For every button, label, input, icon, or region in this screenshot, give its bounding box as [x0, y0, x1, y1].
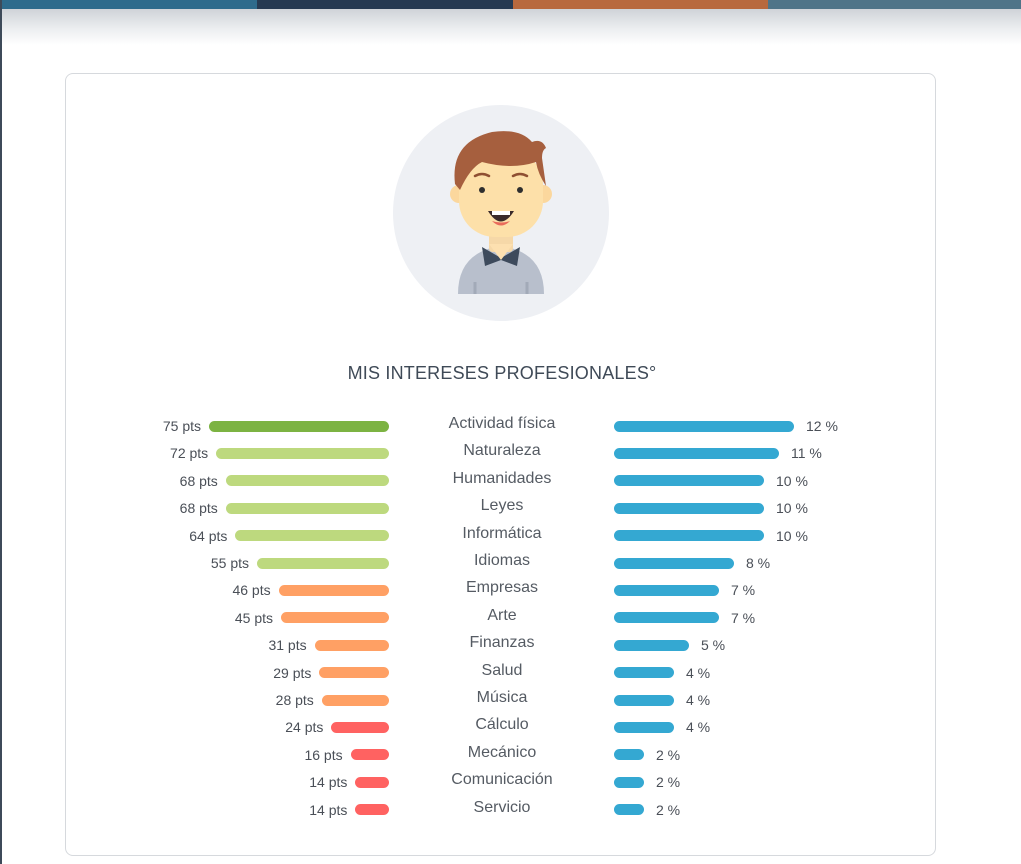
percent-bar [614, 447, 779, 459]
category-label: Leyes [480, 497, 524, 515]
percent-label: 10 % [776, 500, 808, 517]
percent-label: 7 % [731, 609, 756, 626]
percent-label: 8 % [746, 555, 771, 571]
pts-bar [350, 749, 389, 761]
percent-bar [614, 530, 764, 542]
pts-bar [355, 776, 389, 788]
percent-bar [614, 749, 644, 761]
percent-bar [614, 804, 644, 816]
percent-label: 4 % [686, 692, 711, 708]
percent-bar [614, 584, 719, 596]
percent-bar [614, 776, 644, 788]
category-label: Finanzas [469, 634, 535, 652]
percent-label: 12 % [806, 418, 838, 434]
category-label: Informática [462, 524, 542, 542]
stripe-segment-4 [767, 0, 1021, 9]
percent-bar [614, 639, 689, 651]
pts-label: 28 pts [275, 692, 314, 708]
category-label: Salud [481, 661, 523, 679]
category-label: Empresas [465, 579, 539, 597]
pts-label: 72 pts [170, 445, 209, 462]
percent-label: 2 % [656, 746, 681, 763]
stripe-segment-1 [2, 0, 258, 9]
percent-bar [614, 721, 674, 733]
pts-label: 75 pts [162, 418, 201, 434]
percent-bar [614, 557, 734, 569]
pts-bar [281, 612, 389, 624]
pts-label: 45 pts [234, 609, 273, 626]
category-label: Actividad física [448, 415, 556, 432]
pts-bar [331, 721, 389, 733]
header-shadow [2, 9, 1021, 45]
pts-bar [278, 584, 389, 596]
category-label: Comunicación [451, 771, 553, 789]
percent-label: 2 % [656, 801, 681, 818]
percent-bar [614, 667, 674, 679]
percent-label: 2 % [656, 774, 681, 791]
pts-label: 64 pts [189, 527, 228, 544]
percent-bar [614, 612, 719, 624]
category-label: Servicio [473, 798, 531, 816]
percent-label: 5 % [701, 637, 726, 654]
percent-bar [614, 420, 794, 432]
category-label: Naturaleza [463, 442, 541, 460]
pts-label: 46 pts [232, 582, 271, 599]
percent-bar [614, 475, 764, 487]
chart-title: MIS INTERESES PROFESIONALES° [347, 363, 657, 383]
percent-label: 7 % [731, 582, 756, 599]
stripe-segment-3 [512, 0, 768, 9]
category-label: Cálculo [475, 716, 529, 734]
pts-bar [216, 447, 389, 459]
pts-bar [225, 475, 389, 487]
pts-label: 14 pts [309, 801, 348, 818]
percent-bar [614, 694, 674, 706]
stripe-segment-2 [257, 0, 513, 9]
pts-bar [319, 667, 389, 679]
pts-label: 31 pts [268, 637, 307, 654]
pts-bar [314, 639, 389, 651]
pts-label: 55 pts [210, 555, 249, 571]
pts-bar [235, 530, 389, 542]
pts-label: 24 pts [285, 719, 324, 736]
pts-label: 14 pts [309, 774, 348, 791]
pts-bar [225, 502, 389, 514]
pts-bar [209, 420, 389, 432]
category-label: Música [476, 689, 528, 706]
pts-label: 16 pts [304, 746, 343, 763]
pts-label: 68 pts [179, 472, 218, 489]
top-color-stripe [2, 0, 1021, 9]
percent-bar [614, 502, 764, 514]
pts-bar [257, 557, 389, 569]
pts-label: 68 pts [179, 500, 218, 517]
pts-bar [321, 694, 389, 706]
category-label: Arte [487, 606, 517, 624]
percent-label: 4 % [686, 719, 711, 736]
pts-bar [355, 804, 389, 816]
category-label: Idiomas [473, 552, 531, 569]
category-label: Mecánico [467, 743, 537, 761]
percent-label: 4 % [686, 664, 711, 681]
percent-label: 10 % [776, 472, 808, 489]
pts-label: 29 pts [273, 664, 312, 681]
boy-avatar-icon [393, 105, 609, 321]
percent-label: 11 % [791, 445, 822, 462]
category-label: Humanidades [452, 469, 552, 487]
percent-label: 10 % [776, 527, 808, 544]
